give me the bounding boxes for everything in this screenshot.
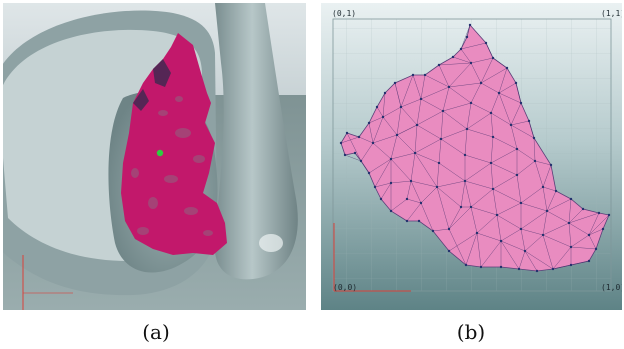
uv-corner-label-top-left: (0,1) xyxy=(332,9,357,18)
specular-highlight xyxy=(259,234,283,252)
selected-surface-patch[interactable] xyxy=(121,33,227,255)
hook-tube xyxy=(214,3,298,280)
viewport-3d[interactable] xyxy=(3,3,306,310)
uv-bounds xyxy=(332,18,612,292)
uv-view-canvas xyxy=(321,3,622,310)
uv-corner-label-bottom-left: (0,0) xyxy=(333,283,358,292)
uv-corner-label-bottom-right: (1,0) xyxy=(601,283,622,292)
patch-dark-edge xyxy=(133,59,171,111)
patch-texture xyxy=(131,96,213,236)
uv-vertices xyxy=(339,23,611,273)
uv-view[interactable]: (0,1) (1,1) (0,0) (1,0) xyxy=(321,3,622,310)
selected-point-marker[interactable] xyxy=(156,149,164,157)
viewport-3d-canvas xyxy=(3,3,306,310)
caption-a: (a) xyxy=(142,320,170,344)
uv-corner-label-top-right: (1,1) xyxy=(601,9,622,18)
caption-b: (b) xyxy=(456,320,486,344)
